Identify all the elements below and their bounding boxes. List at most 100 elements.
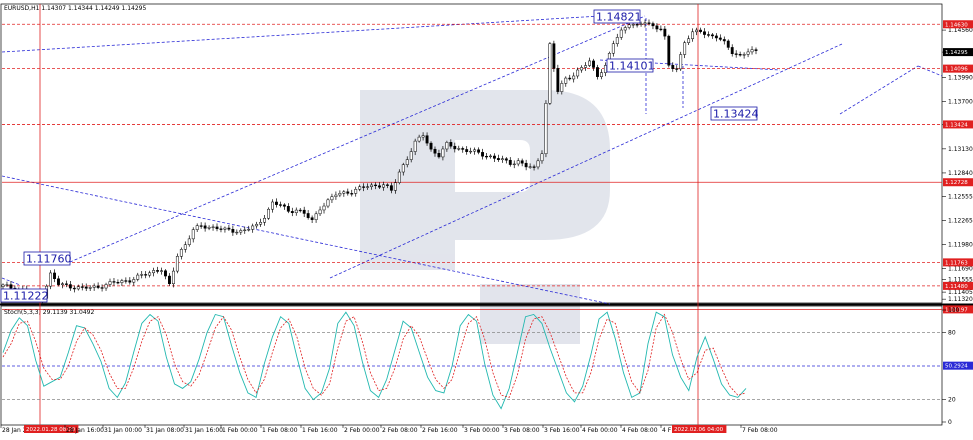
candle-body xyxy=(437,153,441,158)
candle-body xyxy=(457,148,461,150)
price-tag-label: 1.14630 xyxy=(945,22,968,28)
candle-body xyxy=(112,281,116,283)
price-tag-box xyxy=(943,178,973,187)
price-tick-label: 1.13990 xyxy=(948,74,973,81)
candle-body xyxy=(643,22,647,25)
candle-body xyxy=(699,29,702,32)
channel-lower-line xyxy=(329,43,843,279)
candle-body xyxy=(421,135,425,138)
candle-body xyxy=(405,159,409,165)
candle-body xyxy=(104,284,108,289)
stoch-signal-line xyxy=(2,313,747,398)
candle-body xyxy=(171,270,175,285)
candle-body xyxy=(286,206,290,212)
candle-body xyxy=(750,49,754,53)
candle-body xyxy=(342,191,346,194)
candle-body xyxy=(695,29,698,33)
candle-body xyxy=(231,228,235,233)
candle-body xyxy=(61,283,64,285)
candle-body xyxy=(489,155,492,158)
price-axis: 1.145601.142951.139901.137001.134201.131… xyxy=(942,20,973,426)
price-tag-label: 1.13424 xyxy=(945,122,968,128)
candle-body xyxy=(187,238,191,245)
candle-body xyxy=(619,29,623,38)
candle-body xyxy=(512,163,516,166)
candle-body xyxy=(203,225,207,229)
annotation-11222: 1.11222 xyxy=(0,288,49,303)
candle-body xyxy=(651,23,655,27)
candle-body xyxy=(667,35,671,66)
candle-body xyxy=(500,158,504,161)
candle-body xyxy=(401,164,405,173)
candle-body xyxy=(338,193,342,196)
time-tick-label: 3 Feb 16:00 xyxy=(544,427,580,434)
time-tick-label: 2 Feb 00:00 xyxy=(344,427,380,434)
candle-body xyxy=(263,217,267,223)
time-tick-label: 3 Feb 08:00 xyxy=(504,427,540,434)
price-tag-box xyxy=(943,48,973,57)
stoch-indicator-title: Stoch(5,3,3) 29.1139 31.0492 xyxy=(4,309,95,316)
candle-body xyxy=(227,227,231,230)
candle-body xyxy=(580,67,584,71)
candle-body xyxy=(433,148,437,154)
candle-body xyxy=(199,225,203,227)
candle-body xyxy=(306,213,310,218)
candle-body xyxy=(322,205,326,211)
candle-body xyxy=(425,135,429,144)
candle-body xyxy=(663,28,667,37)
price-tick-label: 1.12555 xyxy=(948,194,973,201)
price-tag-label: 1.14096 xyxy=(945,67,968,73)
candle-body xyxy=(92,285,96,288)
candle-body xyxy=(611,43,615,54)
price-tag-label: 1.11197 xyxy=(945,307,968,313)
candle-body xyxy=(219,228,223,230)
candle-body xyxy=(215,226,219,230)
candle-body xyxy=(168,275,171,285)
annotation-13424: 1.13424 xyxy=(710,106,759,121)
candle-body xyxy=(370,184,374,187)
time-tick-label: 1 Feb 08:00 xyxy=(262,427,298,434)
candle-body xyxy=(560,83,564,92)
stoch-tag-box xyxy=(943,361,973,370)
forecast-line-up xyxy=(839,65,919,115)
candle-body xyxy=(334,194,338,197)
price-tick-label: 1.11980 xyxy=(948,241,973,248)
time-tick-label: 31 Jan 16:00 xyxy=(185,427,223,434)
candle-body xyxy=(687,38,691,43)
candle-body xyxy=(382,184,385,188)
annotation-11222-label: 1.11222 xyxy=(3,290,49,303)
candle-body xyxy=(96,285,100,288)
price-tag-label: 1.11763 xyxy=(945,260,968,266)
candle-body xyxy=(290,211,294,214)
candle-body xyxy=(742,54,746,56)
candle-body xyxy=(152,270,156,274)
price-tick-label: 1.12840 xyxy=(948,170,973,177)
annotation-11760-label: 1.11760 xyxy=(26,253,72,266)
candle-body xyxy=(116,282,120,284)
candle-body xyxy=(164,270,167,277)
candle-body xyxy=(703,31,706,35)
candle-body xyxy=(635,24,639,26)
candle-body xyxy=(524,162,528,168)
candle-body xyxy=(358,186,362,190)
stoch-pane-frame xyxy=(0,305,943,426)
candle-body xyxy=(314,213,318,220)
trendline-descending xyxy=(1,175,611,305)
candle-body xyxy=(124,280,128,282)
candle-body xyxy=(492,155,496,159)
candle-body xyxy=(235,231,239,234)
candle-body xyxy=(496,158,500,161)
stoch-tick-label: 0 xyxy=(948,419,952,426)
candle-body xyxy=(639,23,643,25)
candle-body xyxy=(544,103,548,155)
candle-body xyxy=(144,274,148,276)
price-tick-label: 1.13700 xyxy=(948,99,973,106)
candle-body xyxy=(453,145,457,150)
candle-body xyxy=(397,171,401,183)
price-tick-label: 1.14560 xyxy=(948,27,973,34)
candle-body xyxy=(239,230,243,233)
candle-body xyxy=(195,225,199,230)
